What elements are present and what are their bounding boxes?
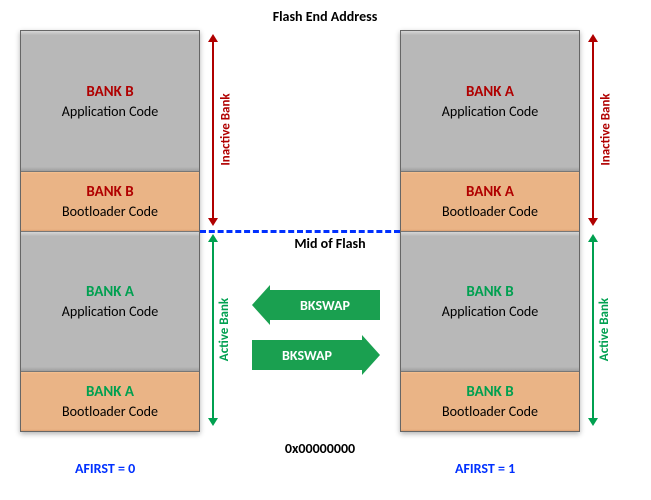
inactive-arrow-left [212,40,214,220]
boot-code-label: Bootloader Code [62,403,158,420]
bank-label: BANK A [466,83,514,101]
bkswap-left-arrow: BKSWAP [270,290,380,320]
right-bank-stack: BANK A Application Code BANK A Bootloade… [400,30,580,432]
bank-label: BANK A [466,183,514,201]
afirst-1-label: AFIRST = 1 [455,460,515,477]
afirst-0-label: AFIRST = 0 [75,460,135,477]
boot-code-label: Bootloader Code [442,203,538,220]
right-bottom-app: BANK B Application Code [401,231,579,371]
active-arrow-left [212,240,214,420]
bank-label: BANK A [86,283,134,301]
bank-label: BANK A [86,383,134,401]
bkswap-label: BKSWAP [300,297,350,314]
active-label-left: Active Bank [217,298,232,361]
left-top-boot: BANK B Bootloader Code [21,171,199,231]
flash-end-label: Flash End Address [245,8,405,25]
bank-label: BANK B [466,283,513,301]
right-bottom-boot: BANK B Bootloader Code [401,371,579,431]
bkswap-right-arrow: BKSWAP [252,340,362,370]
inactive-arrow-right [592,40,594,220]
left-bottom-app: BANK A Application Code [21,231,199,371]
left-bottom-boot: BANK A Bootloader Code [21,371,199,431]
boot-code-label: Bootloader Code [442,403,538,420]
bank-label: BANK B [86,83,133,101]
inactive-label-right: Inactive Bank [599,93,614,165]
active-label-right: Active Bank [597,298,612,361]
mid-flash-line [200,230,400,233]
bank-label: BANK B [86,183,133,201]
left-bank-stack: BANK B Application Code BANK B Bootloade… [20,30,200,432]
right-top-app: BANK A Application Code [401,31,579,171]
active-arrow-right [592,240,594,420]
app-code-label: Application Code [442,103,539,120]
app-code-label: Application Code [62,303,159,320]
app-code-label: Application Code [62,103,159,120]
left-top-app: BANK B Application Code [21,31,199,171]
app-code-label: Application Code [442,303,539,320]
mid-flash-label: Mid of Flash [270,235,390,252]
inactive-label-left: Inactive Bank [219,93,234,165]
right-top-boot: BANK A Bootloader Code [401,171,579,231]
boot-code-label: Bootloader Code [62,203,158,220]
base-addr-label: 0x00000000 [260,440,380,457]
bank-label: BANK B [466,383,513,401]
bkswap-label: BKSWAP [282,347,332,364]
